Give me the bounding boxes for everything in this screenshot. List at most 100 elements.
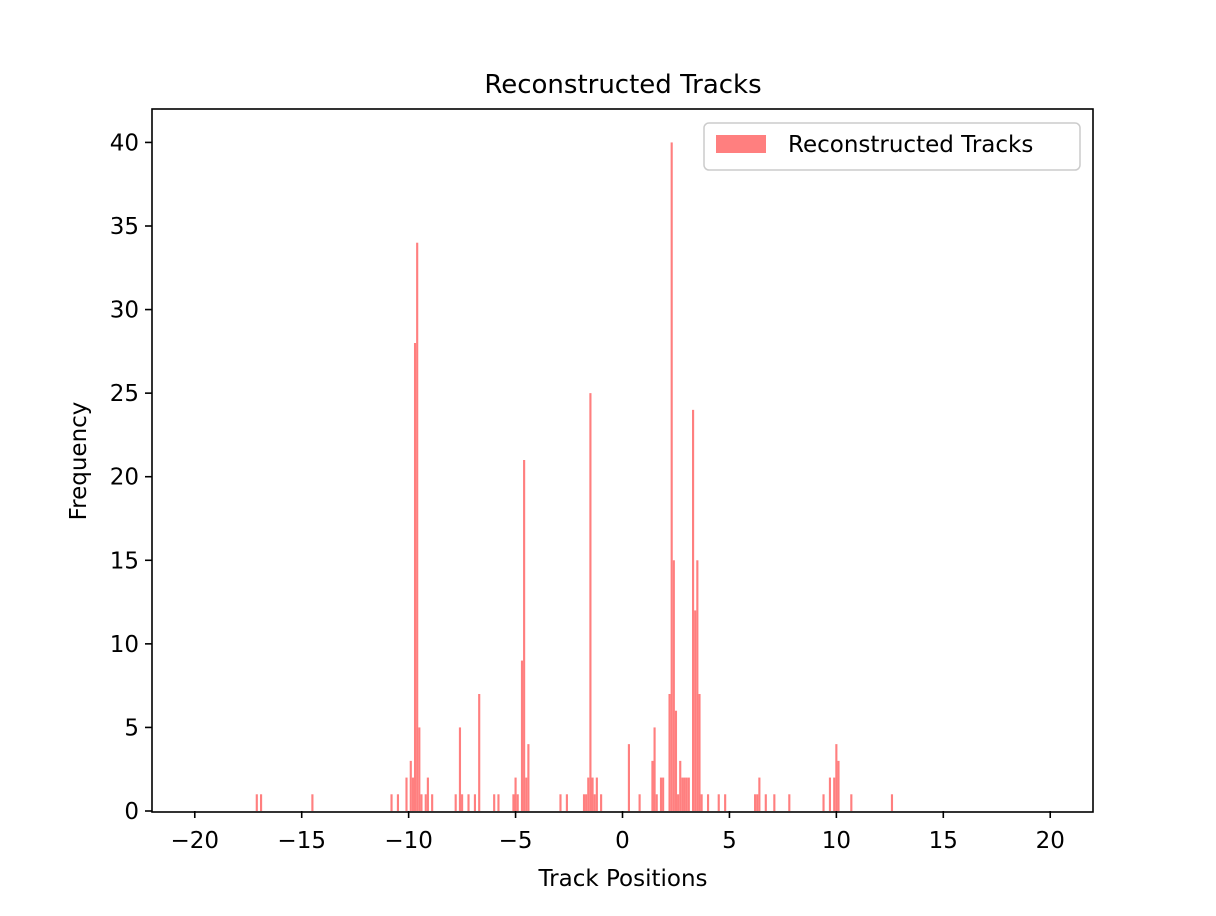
histogram-bar (674, 710, 678, 811)
histogram-bar (788, 794, 791, 811)
legend-label: Reconstructed Tracks (788, 132, 1033, 158)
histogram-bar (461, 794, 464, 811)
histogram-bar (717, 794, 720, 811)
histogram-bar (890, 794, 894, 811)
y-tick-label: 20 (110, 465, 139, 491)
histogram-bar (589, 393, 592, 811)
histogram-bar (655, 794, 658, 811)
histogram-bar (679, 760, 682, 811)
histogram-bar (467, 794, 470, 811)
x-tick-label: 20 (1036, 828, 1065, 854)
histogram-bar (565, 794, 568, 811)
y-tick-label: 15 (110, 548, 139, 574)
histogram-bar (687, 777, 690, 811)
x-tick-label: −20 (170, 828, 219, 854)
histogram-bar (698, 694, 701, 811)
legend-frame (703, 122, 1081, 171)
y-tick-label: 25 (110, 381, 139, 407)
histogram-bar (685, 777, 688, 811)
histogram-bar (512, 794, 515, 811)
histogram-bar (424, 794, 427, 811)
x-tick-label: −5 (499, 828, 533, 854)
histogram-bar (413, 343, 417, 811)
histogram-bar (420, 794, 423, 811)
histogram-bar (527, 744, 530, 811)
histogram-bar (523, 460, 526, 811)
histogram-bar (405, 777, 408, 811)
histogram-bar (696, 560, 699, 811)
histogram-bar (627, 744, 630, 811)
y-tick-label: 0 (124, 799, 139, 825)
x-tick-label: 5 (722, 828, 737, 854)
histogram-bar (478, 694, 481, 811)
histogram-bar (754, 794, 757, 811)
y-tick-label: 10 (110, 632, 139, 658)
histogram-bar (668, 694, 671, 811)
histogram-bar (700, 794, 703, 811)
histogram-bar (677, 794, 680, 811)
histogram-bar (390, 794, 393, 811)
legend-swatch (716, 135, 766, 153)
x-tick-label: 10 (822, 828, 851, 854)
histogram-bar (835, 744, 838, 811)
histogram-bar (409, 760, 412, 811)
x-tick-label: 0 (615, 828, 630, 854)
histogram-bar (724, 794, 727, 811)
histogram-bar (672, 560, 675, 811)
histogram-bar (670, 142, 673, 811)
histogram-bar (662, 777, 665, 811)
histogram-bar (411, 777, 414, 811)
histogram-bar (773, 794, 776, 811)
histogram-bar (756, 794, 759, 811)
histogram-bar (833, 777, 836, 811)
histogram-bar (260, 794, 263, 811)
histogram-bar (681, 777, 684, 811)
x-tick-label: −10 (384, 828, 433, 854)
y-axis: 0 5 10 15 20 25 30 35 40 (110, 130, 152, 825)
x-tick-label: −15 (277, 828, 326, 854)
histogram-bar (600, 794, 603, 811)
x-axis-label: Track Positions (537, 866, 707, 892)
legend: Reconstructed Tracks (703, 122, 1081, 171)
histogram-bar (595, 777, 598, 811)
histogram-bar (396, 794, 400, 811)
histogram-bar (593, 794, 596, 811)
histogram-bar (418, 727, 421, 811)
histogram-bar (582, 794, 586, 811)
y-axis-label: Frequency (66, 402, 92, 521)
bars-layer (255, 142, 894, 811)
histogram-bar (497, 794, 500, 811)
histogram-bar (706, 794, 710, 811)
histogram-bar (683, 777, 686, 811)
histogram-bar (587, 777, 590, 811)
histogram-bar (837, 760, 840, 811)
histogram-bar (525, 777, 528, 811)
histogram-bar (514, 777, 517, 811)
histogram-bar (473, 794, 476, 811)
histogram-bar (454, 794, 457, 811)
histogram-bar (764, 794, 767, 811)
histogram-bar (493, 794, 496, 811)
histogram-bar (431, 794, 434, 811)
histogram-bar (651, 760, 654, 811)
histogram-bar (828, 777, 832, 811)
histogram-bar (822, 794, 825, 811)
histogram-bar (638, 794, 641, 811)
y-tick-label: 5 (124, 715, 139, 741)
histogram-bar (850, 794, 853, 811)
x-axis: −20 −15 −10 −5 0 5 10 15 20 (170, 811, 1065, 854)
histogram-bar (692, 409, 695, 811)
histogram-bar (653, 727, 656, 811)
y-tick-label: 35 (110, 214, 139, 240)
histogram-bar (559, 794, 562, 811)
chart-title: Reconstructed Tracks (484, 70, 761, 100)
y-tick-label: 40 (110, 130, 139, 156)
histogram-bar (458, 727, 462, 811)
histogram-bar (416, 242, 419, 811)
histogram-bar (758, 777, 761, 811)
histogram-bar (255, 794, 258, 811)
histogram-bar (426, 777, 429, 811)
histogram-bar (516, 794, 519, 811)
y-tick-label: 30 (110, 298, 139, 324)
